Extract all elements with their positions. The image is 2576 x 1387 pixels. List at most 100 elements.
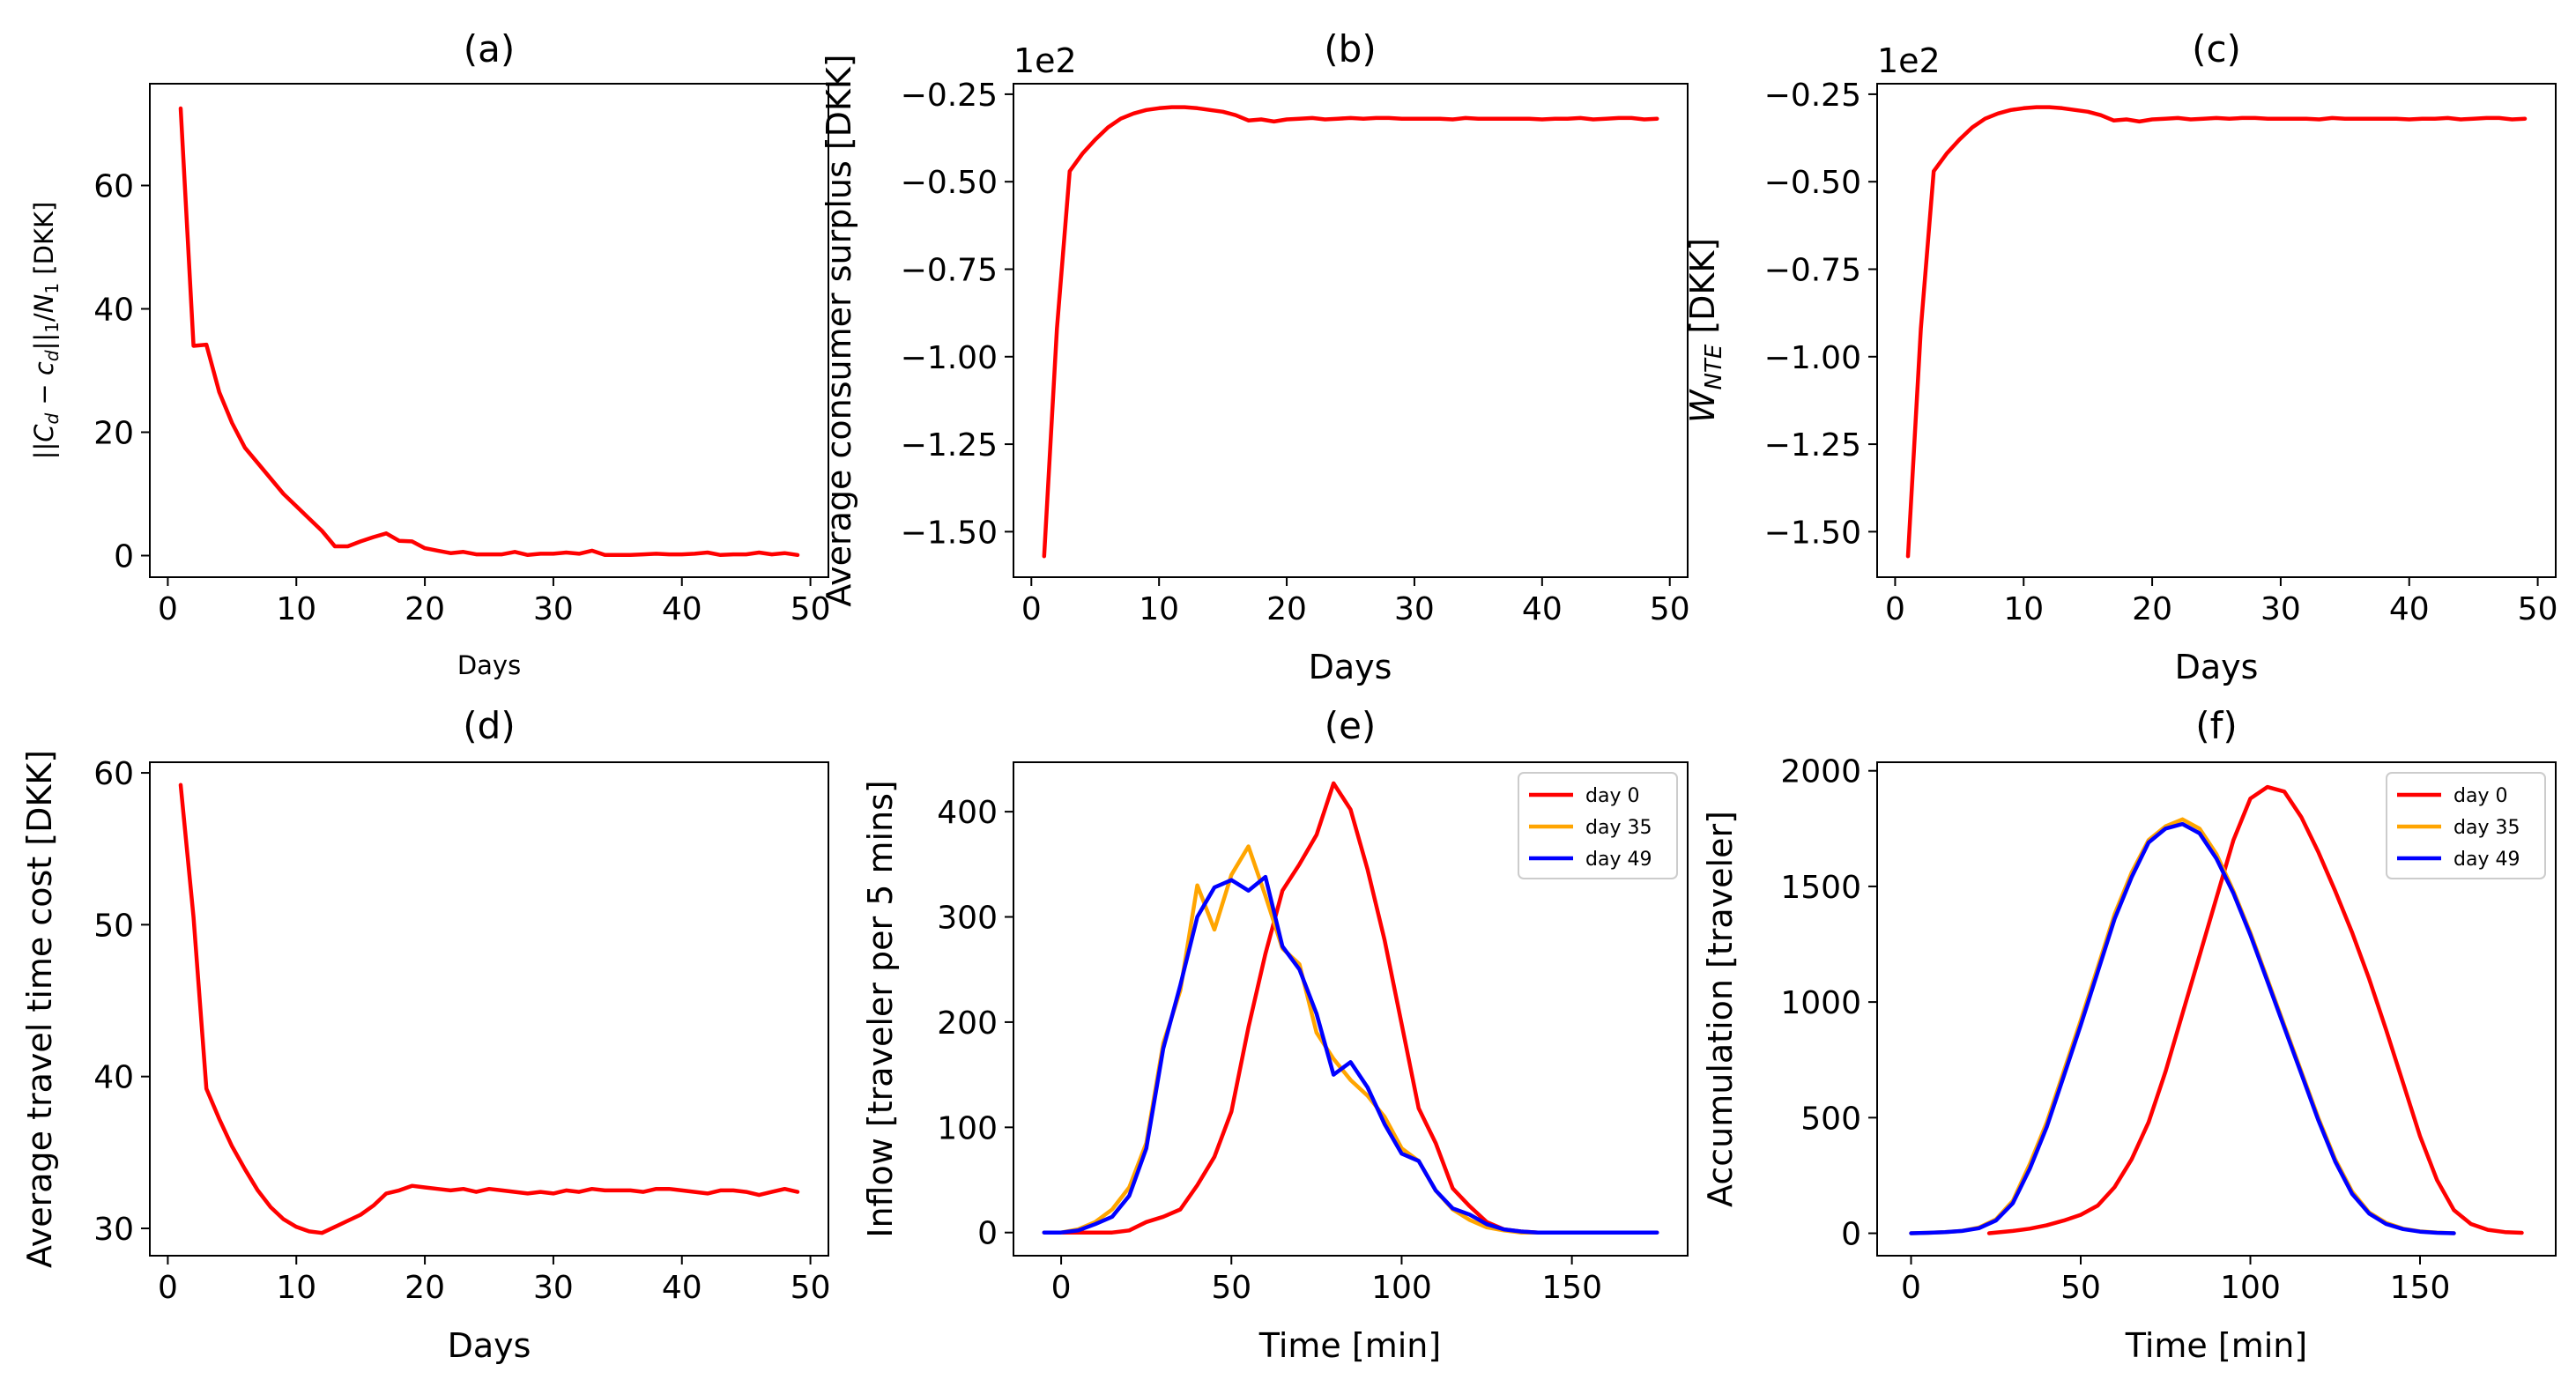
panel-b-ytick-label-3: −0.75 bbox=[901, 252, 998, 288]
panel-d-series-0 bbox=[178, 783, 800, 1235]
panel-f-ytick-label-0: 0 bbox=[1841, 1217, 1861, 1253]
panel-c-xtick-label-3: 30 bbox=[2260, 591, 2301, 627]
panel-f-title: (f) bbox=[2195, 704, 2238, 747]
panel-f-series-day-0 bbox=[1986, 784, 2524, 1235]
panel-b-xtick-label-0: 0 bbox=[1021, 591, 1042, 627]
panel-f-xtick-label-3: 150 bbox=[2390, 1270, 2451, 1306]
panel-d-xtick-label-0: 0 bbox=[158, 1270, 178, 1306]
panel-b-xtick-label-5: 50 bbox=[1650, 591, 1690, 627]
panel-a-xtick-label-4: 40 bbox=[662, 591, 702, 627]
panel-c-ylabel: WNTE [DKK] bbox=[1683, 238, 1727, 423]
panel-f-xtick-label-0: 0 bbox=[1901, 1270, 1921, 1306]
panel-f-xtick-label-2: 100 bbox=[2220, 1270, 2281, 1306]
panel-f-ytick-label-1: 500 bbox=[1800, 1101, 1861, 1137]
panel-a-xtick-label-2: 20 bbox=[405, 591, 445, 627]
panel-a-xtick-label-1: 10 bbox=[276, 591, 316, 627]
panel-c: 0 10 20 30 40 50 −1.50 −1.25 −1.00 −0.75 −0.50 −0.2… bbox=[1683, 27, 2557, 686]
panel-e-ytick-label-2: 200 bbox=[937, 1005, 998, 1042]
panel-b-ytick-label-1: −1.25 bbox=[901, 427, 998, 464]
panel-a-title: (a) bbox=[464, 27, 516, 70]
panel-e-ytick-label-3: 300 bbox=[937, 901, 998, 937]
panel-f-xtick-label-1: 50 bbox=[2060, 1270, 2101, 1306]
panel-f-xlabel: Time [min] bbox=[2125, 1326, 2307, 1365]
panel-d-ytick-label-1: 40 bbox=[93, 1060, 134, 1096]
panel-f-legend-box bbox=[2386, 772, 2546, 879]
panel-c-xtick-label-4: 40 bbox=[2389, 591, 2430, 627]
panel-d-xtick-label-4: 40 bbox=[662, 1270, 702, 1306]
panel-c-xtick-label-1: 10 bbox=[2003, 591, 2044, 627]
panel-b-ytick-label-0: −1.50 bbox=[901, 515, 998, 551]
panel-d-xlabel: Days bbox=[448, 1326, 531, 1365]
panel-e-title: (e) bbox=[1325, 704, 1377, 747]
panel-a-ytick-label-0: 0 bbox=[114, 539, 134, 575]
panel-d-ytick-label-3: 60 bbox=[93, 756, 134, 792]
panel-c-ytick-label-5: −0.25 bbox=[1764, 78, 1861, 114]
panel-e-xtick-label-3: 150 bbox=[1541, 1270, 1602, 1306]
panel-c-offset-text: 1e2 bbox=[1877, 41, 1941, 80]
panel-c-xtick-label-0: 0 bbox=[1885, 591, 1905, 627]
panel-f-legend-label-2: day 49 bbox=[2454, 849, 2520, 871]
panel-f-legend-label-1: day 35 bbox=[2454, 817, 2520, 839]
panel-d-xtick-label-3: 30 bbox=[533, 1270, 574, 1306]
panel-e-legend-label-2: day 49 bbox=[1585, 849, 1652, 871]
panel-d-title: (d) bbox=[463, 704, 515, 747]
panel-e-legend-label-1: day 35 bbox=[1585, 817, 1652, 839]
panel-b-ytick-label-2: −1.00 bbox=[901, 340, 998, 376]
panel-d-xtick-label-1: 10 bbox=[276, 1270, 316, 1306]
panel-a-ytick-label-1: 20 bbox=[93, 416, 134, 452]
panel-f-ytick-label-3: 1500 bbox=[1780, 870, 1861, 906]
panel-e-ytick-label-4: 400 bbox=[937, 795, 998, 831]
panel-e-series-day-49 bbox=[1042, 874, 1659, 1235]
panel-d-xtick-label-2: 20 bbox=[405, 1270, 445, 1306]
panel-b-offset-text: 1e2 bbox=[1013, 41, 1077, 80]
panel-e-xlabel: Time [min] bbox=[1258, 1326, 1441, 1365]
panel-c-ytick-label-2: −1.00 bbox=[1764, 340, 1861, 376]
panel-b: 0 10 20 30 40 50 −1.50 −1.25 −1.00 −0.75 −0.50 −0.2… bbox=[820, 27, 1690, 686]
panel-f-legend-label-0: day 0 bbox=[2454, 785, 2507, 807]
panel-e-ytick-label-1: 100 bbox=[937, 1110, 998, 1146]
panel-d-xtick-label-5: 50 bbox=[791, 1270, 831, 1306]
panel-e-xtick-label-1: 50 bbox=[1211, 1270, 1251, 1306]
panel-d-ylabel: Average travel time cost [DKK] bbox=[20, 750, 59, 1268]
panel-e-ylabel: Inflow [traveler per 5 mins] bbox=[861, 780, 900, 1238]
panel-c-xlabel: Days bbox=[2175, 648, 2259, 686]
panel-b-title: (b) bbox=[1324, 27, 1376, 70]
panel-a-ytick-label-3: 60 bbox=[93, 169, 134, 205]
panel-a-ytick-label-2: 40 bbox=[93, 293, 134, 329]
panel-b-ytick-label-5: −0.25 bbox=[901, 78, 998, 114]
panel-b-xtick-label-2: 20 bbox=[1266, 591, 1307, 627]
panel-a-xtick-label-5: 50 bbox=[791, 591, 831, 627]
panel-b-series-0 bbox=[1042, 105, 1659, 559]
panel-f-ytick-label-4: 2000 bbox=[1780, 754, 1861, 790]
panel-a-series-0 bbox=[178, 106, 800, 558]
panel-e: 0 50 100 150 0 100 200 300 400 day 0 day 35 day 49… bbox=[861, 704, 1689, 1365]
panel-d: 0 10 20 30 40 50 30 40 50 60 (d) Days Average tra… bbox=[20, 704, 830, 1365]
panel-e-legend-box bbox=[1518, 772, 1678, 879]
panel-f-series-day-49 bbox=[1909, 821, 2456, 1235]
panel-b-ylabel: Average consumer surplus [DKK] bbox=[820, 54, 858, 606]
panel-a-xlabel: Days bbox=[457, 650, 521, 680]
panel-d-ytick-label-0: 30 bbox=[93, 1212, 134, 1248]
panel-c-title: (c) bbox=[2192, 27, 2241, 70]
panel-c-series-0 bbox=[1905, 105, 2528, 559]
panel-e-legend-label-0: day 0 bbox=[1585, 785, 1639, 807]
panel-f-ylabel: Accumulation [traveler] bbox=[1701, 811, 1740, 1207]
panel-c-xtick-label-2: 20 bbox=[2132, 591, 2172, 627]
panel-a-xtick-label-3: 30 bbox=[533, 591, 574, 627]
panel-f-ytick-label-2: 1000 bbox=[1780, 985, 1861, 1021]
panel-c-xtick-label-5: 50 bbox=[2518, 591, 2558, 627]
panel-b-xtick-label-3: 30 bbox=[1394, 591, 1435, 627]
panel-b-ytick-label-4: −0.50 bbox=[901, 165, 998, 201]
panel-e-xtick-label-0: 0 bbox=[1051, 1270, 1072, 1306]
panel-b-xtick-label-1: 10 bbox=[1139, 591, 1179, 627]
panel-c-ytick-label-3: −0.75 bbox=[1764, 252, 1861, 288]
panel-c-ytick-label-0: −1.50 bbox=[1764, 515, 1861, 551]
panel-b-xlabel: Days bbox=[1309, 648, 1392, 686]
panel-c-ytick-label-4: −0.50 bbox=[1764, 165, 1861, 201]
panel-e-ytick-label-0: 0 bbox=[977, 1216, 998, 1252]
panel-a-xtick-label-0: 0 bbox=[158, 591, 178, 627]
